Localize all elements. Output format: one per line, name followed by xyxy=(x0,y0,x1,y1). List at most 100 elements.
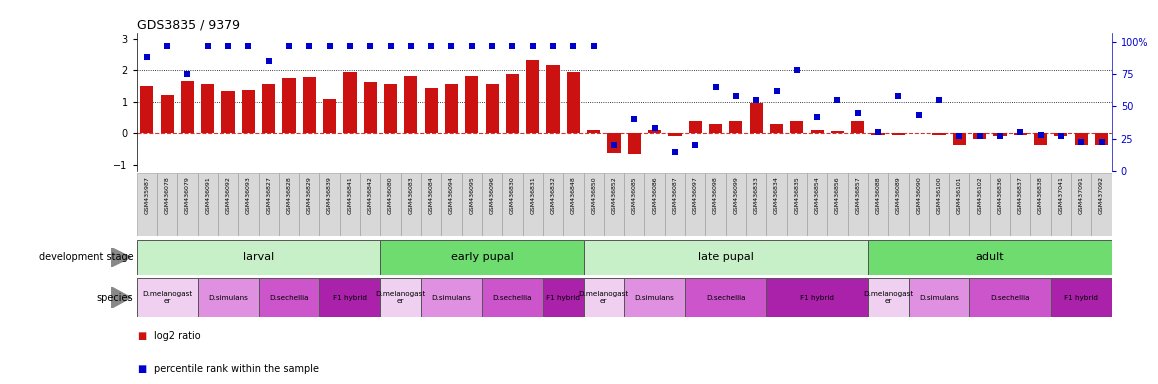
Text: development stage: development stage xyxy=(38,252,133,262)
FancyBboxPatch shape xyxy=(157,173,177,236)
FancyBboxPatch shape xyxy=(827,173,848,236)
Text: ■: ■ xyxy=(137,364,146,374)
FancyBboxPatch shape xyxy=(584,278,624,317)
Text: GSM436100: GSM436100 xyxy=(937,176,941,214)
Point xyxy=(889,93,908,99)
FancyBboxPatch shape xyxy=(137,278,198,317)
Text: GSM436102: GSM436102 xyxy=(977,176,982,214)
Point xyxy=(768,88,786,94)
Text: GSM436092: GSM436092 xyxy=(226,176,230,214)
Point xyxy=(402,43,420,49)
FancyBboxPatch shape xyxy=(665,173,686,236)
Point xyxy=(198,43,217,49)
Text: GSM436832: GSM436832 xyxy=(550,176,556,214)
Point xyxy=(422,43,440,49)
Text: F1 hybrid: F1 hybrid xyxy=(547,295,580,301)
FancyBboxPatch shape xyxy=(1071,173,1091,236)
Bar xyxy=(404,76,418,133)
Text: GSM436094: GSM436094 xyxy=(449,176,454,214)
Bar xyxy=(1095,133,1108,145)
Bar xyxy=(932,133,946,135)
Point xyxy=(178,71,197,77)
FancyBboxPatch shape xyxy=(584,173,603,236)
Text: GSM436095: GSM436095 xyxy=(469,176,475,214)
FancyBboxPatch shape xyxy=(441,173,462,236)
FancyBboxPatch shape xyxy=(786,173,807,236)
FancyBboxPatch shape xyxy=(868,278,909,317)
FancyBboxPatch shape xyxy=(239,173,258,236)
Bar xyxy=(566,72,580,133)
Text: GSM436830: GSM436830 xyxy=(510,176,515,214)
FancyBboxPatch shape xyxy=(969,173,990,236)
FancyBboxPatch shape xyxy=(380,278,422,317)
Point xyxy=(625,116,644,122)
Point xyxy=(259,58,278,64)
Text: D.melanogast
er: D.melanogast er xyxy=(142,291,192,304)
FancyBboxPatch shape xyxy=(137,173,157,236)
Text: D.simulans: D.simulans xyxy=(919,295,959,301)
FancyBboxPatch shape xyxy=(320,278,380,317)
Bar xyxy=(973,133,987,139)
FancyBboxPatch shape xyxy=(380,173,401,236)
Bar xyxy=(790,121,804,133)
FancyBboxPatch shape xyxy=(909,173,929,236)
Text: GSM435987: GSM435987 xyxy=(145,176,149,214)
Bar xyxy=(1075,133,1087,145)
Text: GSM436852: GSM436852 xyxy=(611,176,616,214)
FancyBboxPatch shape xyxy=(848,173,868,236)
Text: larval: larval xyxy=(243,252,274,262)
Text: GSM436091: GSM436091 xyxy=(205,176,211,214)
Point xyxy=(219,43,237,49)
Text: D.melanogast
er: D.melanogast er xyxy=(863,291,914,304)
Point xyxy=(706,84,725,90)
Text: GSM436848: GSM436848 xyxy=(571,176,576,214)
Text: GSM436838: GSM436838 xyxy=(1038,176,1043,214)
Point xyxy=(726,93,745,99)
Text: GSM436831: GSM436831 xyxy=(530,176,535,214)
FancyBboxPatch shape xyxy=(198,278,258,317)
Text: GSM436842: GSM436842 xyxy=(368,176,373,214)
Text: early pupal: early pupal xyxy=(450,252,513,262)
FancyBboxPatch shape xyxy=(339,173,360,236)
Text: GDS3835 / 9379: GDS3835 / 9379 xyxy=(137,18,240,31)
Point xyxy=(1092,139,1111,146)
Bar xyxy=(830,131,844,133)
Text: GSM436096: GSM436096 xyxy=(490,176,494,214)
FancyBboxPatch shape xyxy=(726,173,746,236)
Bar xyxy=(953,133,966,145)
Text: percentile rank within the sample: percentile rank within the sample xyxy=(154,364,318,374)
FancyBboxPatch shape xyxy=(218,173,239,236)
Point xyxy=(950,133,968,139)
Text: GSM436857: GSM436857 xyxy=(856,176,860,214)
Bar xyxy=(526,60,540,133)
Polygon shape xyxy=(111,287,131,308)
Bar xyxy=(709,124,723,133)
Point xyxy=(280,43,299,49)
Bar xyxy=(587,130,600,133)
Text: GSM436080: GSM436080 xyxy=(388,176,393,214)
Point xyxy=(787,67,806,73)
FancyBboxPatch shape xyxy=(767,173,786,236)
FancyBboxPatch shape xyxy=(1010,173,1031,236)
Bar xyxy=(648,130,661,133)
Point xyxy=(138,54,156,60)
Bar xyxy=(425,88,438,133)
Bar xyxy=(608,133,621,153)
FancyBboxPatch shape xyxy=(868,240,1112,275)
FancyBboxPatch shape xyxy=(807,173,827,236)
Bar xyxy=(140,86,153,133)
Text: GSM436837: GSM436837 xyxy=(1018,176,1023,214)
Point xyxy=(321,43,339,49)
Bar xyxy=(323,99,336,133)
Bar xyxy=(749,103,763,133)
FancyBboxPatch shape xyxy=(258,278,320,317)
FancyBboxPatch shape xyxy=(950,173,969,236)
FancyBboxPatch shape xyxy=(258,173,279,236)
Text: GSM436090: GSM436090 xyxy=(916,176,922,214)
Text: F1 hybrid: F1 hybrid xyxy=(800,295,834,301)
Bar xyxy=(485,84,499,133)
Bar xyxy=(181,81,195,133)
FancyBboxPatch shape xyxy=(686,173,705,236)
FancyBboxPatch shape xyxy=(482,278,543,317)
Text: F1 hybrid: F1 hybrid xyxy=(334,295,367,301)
